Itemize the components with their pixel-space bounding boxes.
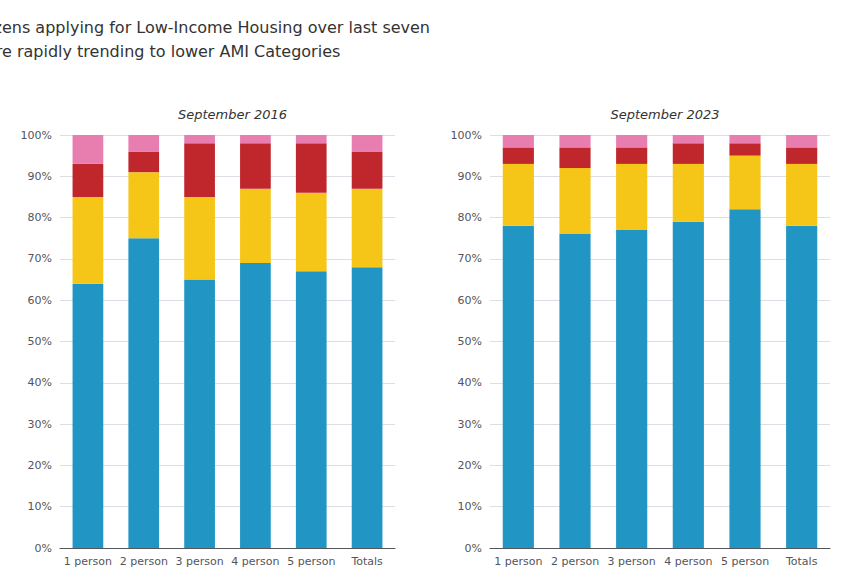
- svg-text:90%: 90%: [28, 170, 52, 183]
- svg-text:80%: 80%: [28, 211, 52, 224]
- svg-text:80%: 80%: [458, 211, 482, 224]
- svg-text:2 person: 2 person: [551, 555, 599, 568]
- svg-text:40%: 40%: [28, 376, 52, 389]
- svg-text:2 person: 2 person: [120, 555, 168, 568]
- svg-text:100%: 100%: [21, 129, 52, 142]
- svg-text:100%: 100%: [451, 129, 482, 142]
- svg-text:70%: 70%: [28, 252, 52, 265]
- svg-text:60%: 60%: [458, 294, 482, 307]
- svg-text:5 person: 5 person: [721, 555, 769, 568]
- svg-text:years to are rapidly trending: years to are rapidly trending to lower A…: [0, 42, 340, 61]
- svg-text:4 person: 4 person: [664, 555, 712, 568]
- svg-text:60%: 60%: [28, 294, 52, 307]
- svg-text:September 2016: September 2016: [178, 107, 287, 122]
- svg-text:Totals: Totals: [785, 555, 818, 568]
- svg-text:70%: 70%: [458, 252, 482, 265]
- svg-text:40%: 40%: [458, 376, 482, 389]
- svg-text:3 person: 3 person: [608, 555, 656, 568]
- svg-text:50%: 50%: [458, 335, 482, 348]
- svg-text:50%: 50%: [28, 335, 52, 348]
- svg-text:90%: 90%: [458, 170, 482, 183]
- svg-text:E. Massachusetts citizens appl: E. Massachusetts citizens applying for L…: [0, 18, 430, 37]
- svg-text:0%: 0%: [35, 542, 52, 555]
- svg-text:1 person: 1 person: [494, 555, 542, 568]
- svg-text:4 person: 4 person: [231, 555, 279, 568]
- svg-text:10%: 10%: [458, 500, 482, 513]
- svg-text:20%: 20%: [458, 459, 482, 472]
- svg-text:September 2023: September 2023: [610, 107, 719, 122]
- svg-text:20%: 20%: [28, 459, 52, 472]
- svg-text:Totals: Totals: [350, 555, 383, 568]
- svg-text:1 person: 1 person: [64, 555, 112, 568]
- svg-text:0%: 0%: [465, 542, 482, 555]
- svg-text:30%: 30%: [28, 418, 52, 431]
- svg-text:5 person: 5 person: [287, 555, 335, 568]
- svg-text:30%: 30%: [458, 418, 482, 431]
- svg-text:3 person: 3 person: [175, 555, 223, 568]
- svg-text:10%: 10%: [28, 500, 52, 513]
